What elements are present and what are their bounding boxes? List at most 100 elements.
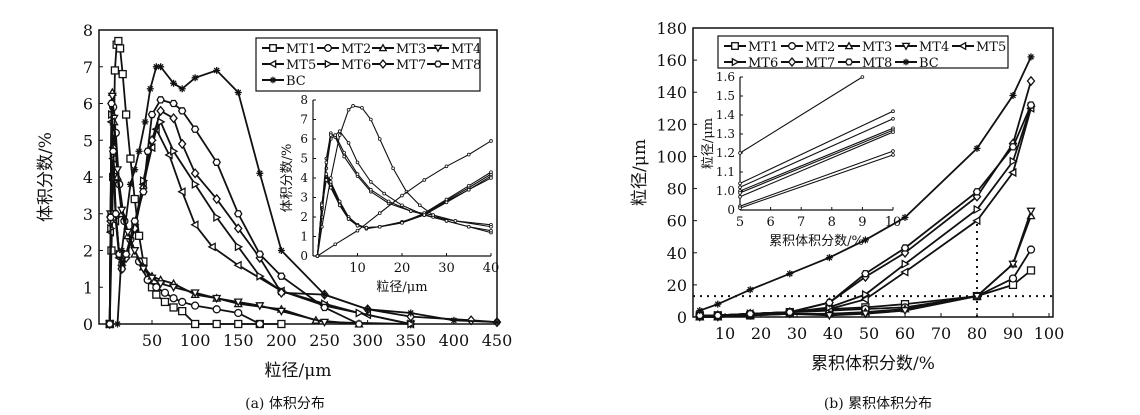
inset-data-point bbox=[431, 213, 435, 217]
star-stroke bbox=[235, 89, 242, 96]
x-tick-label: 20 bbox=[751, 324, 771, 343]
legend-item-mt7: MT7 bbox=[781, 56, 835, 71]
legend-label: MT2 bbox=[805, 40, 835, 55]
data-point bbox=[1009, 91, 1017, 99]
star-stroke bbox=[142, 118, 149, 125]
data-point bbox=[212, 158, 221, 166]
x-axis-label: 粒径/μm bbox=[265, 361, 332, 381]
data-point bbox=[118, 247, 126, 254]
inset-data-point bbox=[360, 106, 364, 110]
inset-y-tick-label: 1 bbox=[300, 230, 308, 244]
data-point bbox=[233, 210, 243, 218]
data-point bbox=[177, 187, 186, 197]
inset-data-point bbox=[355, 223, 360, 228]
data-point bbox=[126, 180, 134, 188]
inset-x-tick-label: 9 bbox=[858, 215, 866, 230]
star-stroke bbox=[136, 148, 142, 155]
inset-series-mt7 bbox=[315, 170, 493, 258]
legend-item-mt4: MT4 bbox=[895, 40, 949, 55]
inset-y-tick-label: 0 bbox=[300, 249, 308, 263]
data-point bbox=[178, 85, 186, 93]
inset-data-point bbox=[324, 160, 329, 165]
star-stroke bbox=[903, 59, 909, 65]
inset-series-mt4 bbox=[315, 133, 493, 258]
legend-label: MT7 bbox=[805, 56, 835, 71]
series-mt8 bbox=[105, 96, 364, 328]
star-stroke bbox=[179, 85, 186, 92]
inset-data-point bbox=[738, 151, 742, 155]
data-point bbox=[233, 260, 242, 270]
x-tick-label: 100 bbox=[180, 331, 211, 350]
series-mt8 bbox=[695, 101, 1036, 320]
inset-x-tick-label: 20 bbox=[394, 261, 411, 276]
star-stroke bbox=[747, 286, 754, 293]
data-point bbox=[139, 188, 148, 196]
legend-item-mt8: MT8 bbox=[427, 58, 481, 73]
data-point bbox=[825, 298, 834, 307]
inset-data-point bbox=[860, 75, 865, 79]
inset-data-point bbox=[333, 242, 338, 247]
y-tick-label: 160 bbox=[656, 51, 687, 70]
legend-label: MT1 bbox=[286, 42, 316, 57]
inset-series-line bbox=[739, 150, 894, 207]
star-stroke bbox=[974, 145, 980, 152]
inset-y-axis-label: 粒径/μm bbox=[701, 118, 716, 169]
inset-data-point bbox=[346, 217, 351, 221]
data-point bbox=[860, 310, 871, 319]
data-point bbox=[160, 297, 170, 307]
diamond-icon bbox=[378, 59, 388, 69]
inset-y-tick-label: 3 bbox=[300, 191, 308, 205]
data-point bbox=[190, 301, 200, 310]
data-point bbox=[746, 286, 754, 294]
x-tick-label: 70 bbox=[931, 324, 951, 343]
data-point bbox=[277, 272, 286, 280]
star-stroke bbox=[321, 291, 328, 298]
legend-item-mt2: MT2 bbox=[317, 42, 371, 57]
legend-item-mt1: MT1 bbox=[262, 42, 316, 57]
circle-icon bbox=[324, 44, 332, 52]
data-point bbox=[901, 259, 910, 269]
y-tick-label: 120 bbox=[656, 115, 687, 134]
data-point bbox=[785, 308, 795, 316]
caption-a: (a) 体积分布 bbox=[245, 396, 325, 412]
y-tick-label: 100 bbox=[656, 147, 687, 166]
data-point bbox=[170, 79, 178, 87]
inset-y-tick-label: 8 bbox=[300, 93, 308, 107]
legend-label: MT1 bbox=[748, 40, 778, 55]
data-point bbox=[143, 147, 152, 155]
data-point bbox=[255, 250, 265, 258]
inset-y-tick-label: 0 bbox=[727, 203, 735, 217]
data-point bbox=[234, 319, 243, 329]
data-point bbox=[169, 99, 178, 108]
inset-data-point bbox=[369, 187, 373, 192]
inset-series-line bbox=[316, 173, 492, 257]
x-tick-label: 400 bbox=[439, 331, 470, 350]
data-point bbox=[190, 289, 200, 298]
star-stroke bbox=[114, 321, 121, 327]
triangle-up-icon bbox=[844, 41, 854, 50]
star-stroke bbox=[192, 74, 199, 81]
legend-item-mt3: MT3 bbox=[838, 40, 892, 55]
legend-label: MT8 bbox=[862, 56, 892, 71]
x-tick-label: 100 bbox=[1034, 324, 1065, 343]
inset-data-point bbox=[891, 109, 895, 113]
inset-y-tick-label: 1.6 bbox=[716, 70, 735, 84]
x-tick-label: 30 bbox=[787, 324, 807, 343]
inset-x-tick-label: 40 bbox=[483, 261, 500, 276]
inset-data-point bbox=[351, 104, 355, 108]
inset-data-point bbox=[444, 164, 449, 169]
legend-label: MT4 bbox=[919, 40, 949, 55]
data-point bbox=[277, 247, 285, 254]
data-point bbox=[714, 300, 722, 308]
star-stroke bbox=[1028, 53, 1034, 60]
legend-label: MT7 bbox=[396, 58, 426, 73]
y-tick-label: 0 bbox=[83, 315, 93, 334]
chart-a: 50 100 150 200 250 300 350 400 450012345678粒径/μm… bbox=[36, 21, 512, 381]
inset-data-point bbox=[342, 150, 346, 155]
legend-item-mt6: MT6 bbox=[317, 58, 371, 73]
data-point bbox=[212, 305, 221, 314]
data-point bbox=[319, 318, 330, 328]
inset-data-point bbox=[891, 117, 895, 121]
data-point bbox=[825, 254, 833, 262]
